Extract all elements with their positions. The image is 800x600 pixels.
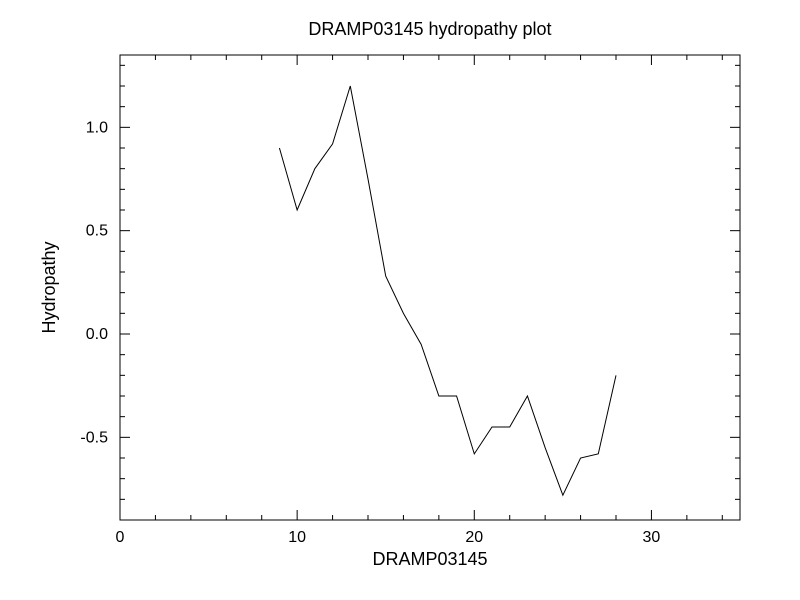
- y-tick-label: 0.5: [86, 223, 108, 240]
- y-tick-label: 0.0: [86, 326, 108, 343]
- hydropathy-chart: DRAMP03145 hydropathy plot 0 10 20 30 -0.5 0.0…: [0, 0, 800, 600]
- x-tick-label: 30: [643, 529, 661, 546]
- plot-frame: [120, 55, 740, 520]
- x-axis-label: DRAMP03145: [372, 549, 487, 569]
- y-tick-label: 1.0: [86, 119, 108, 136]
- chart-title: DRAMP03145 hydropathy plot: [308, 19, 551, 39]
- x-tick-label: 20: [465, 529, 483, 546]
- x-tick-label: 0: [116, 529, 125, 546]
- y-axis-label: Hydropathy: [39, 241, 59, 333]
- y-tick-label: -0.5: [80, 429, 108, 446]
- x-tick-label: 10: [288, 529, 306, 546]
- data-series-line: [279, 86, 616, 495]
- chart-container: DRAMP03145 hydropathy plot 0 10 20 30 -0.5 0.0…: [0, 0, 800, 600]
